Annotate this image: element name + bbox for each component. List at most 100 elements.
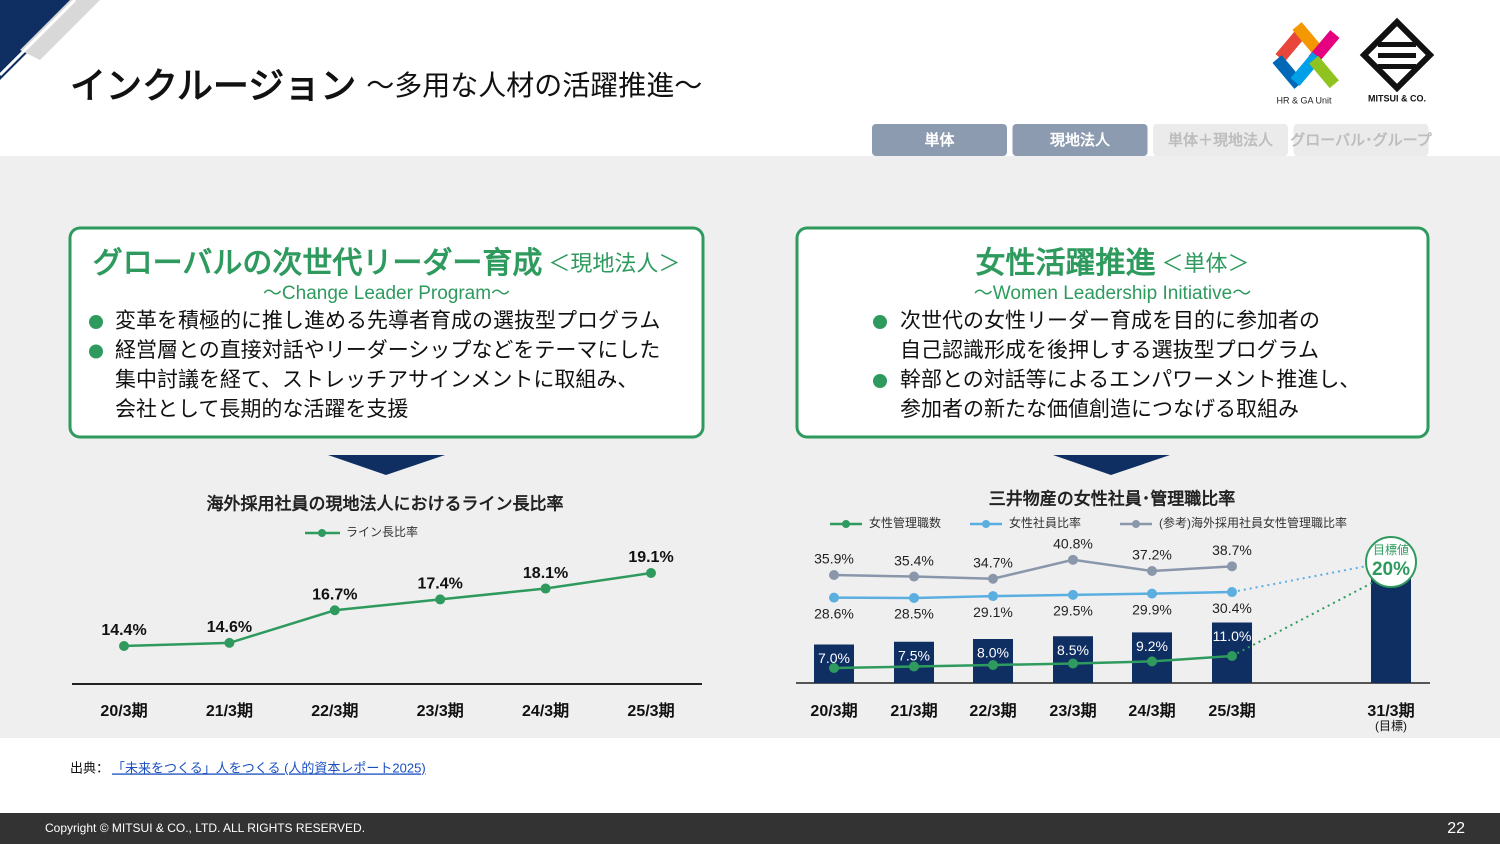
point [909,592,919,603]
line [123,571,652,648]
data-label: 37.2% [1132,547,1172,563]
bullet-text: 会社として長期的な活躍を支援 [115,398,408,421]
point [329,605,340,616]
bullet-dot [89,315,103,329]
bar-label: 11.0% [1213,628,1252,644]
bullet-text: 参加者の新たな価値創造につなげる取組み [900,398,1299,421]
panel [68,226,705,439]
data-label: 35.4% [894,552,934,568]
line [833,654,1233,670]
title-main: インクルージョン [70,65,356,106]
data-label: 35.9% [814,551,854,567]
panel [795,226,1430,439]
target-bubble [1365,536,1417,588]
arrow [1053,455,1170,475]
target-value: 20% [1372,559,1410,580]
page-title: インクルージョン ～多用な人材の活躍推進～ [70,65,702,106]
bullet-text: 集中討議を経て、ストレッチアサインメントに取組み、 [115,369,638,392]
line [833,590,1233,600]
data-label: 40.8% [1053,536,1093,552]
bullet-text: 自己認識形成を後押しする選抜型プログラム [900,339,1319,362]
tab-label: グローバル･グループ [1290,131,1432,149]
point [909,661,919,672]
x-tick-label: 22/3期 [311,701,358,720]
point [1068,658,1078,669]
logo-shape [1309,55,1339,89]
point [646,568,656,578]
data-label: 29.1% [973,604,1013,620]
title-sub: ～多用な人材の活躍推進～ [366,70,702,101]
logo-shape [1292,22,1324,56]
tab-label: 現地法人 [1050,131,1111,149]
bullet-dot [873,374,887,388]
x-tick-label: 21/3期 [890,701,937,720]
x-tick-label: 24/3期 [522,701,569,720]
data-label: 28.6% [814,605,854,621]
data-label: 14.4% [101,622,146,639]
legend-label: 女性社員比率 [1009,515,1081,530]
bar [1371,573,1411,683]
copyright: Copyright © MITSUI & CO., LTD. ALL RIGHT… [45,821,365,835]
arrow [328,455,445,475]
legend-label: ライン長比率 [346,524,418,539]
bar-label: 8.5% [1057,642,1089,658]
corner-stripe [20,0,100,60]
point [829,592,839,603]
legend-dot [1132,520,1140,528]
line [833,558,1233,580]
x-tick-label: 25/3期 [1208,701,1255,720]
bar-label: 8.0% [977,645,1009,661]
point [1147,588,1157,599]
x-tick-label: 23/3期 [417,701,464,720]
point [988,591,998,602]
point [909,571,919,582]
panel-subtitle: ～Women Leadership Initiative～ [974,283,1251,304]
data-label: 14.6% [207,619,252,636]
data-label: 19.1% [628,549,673,566]
legend-label: (参考)海外採用社員女性管理職比率 [1159,515,1347,530]
hr-logo [1272,22,1340,89]
tab-label: 単体 [924,131,955,149]
point [829,570,839,581]
footer-bar [0,813,1500,844]
bullet-text: 変革を積極的に推し進める先導者育成の選抜型プログラム [115,310,660,333]
mitsui-logo [1359,17,1435,93]
bullet-text: 次世代の女性リーダー育成を目的に参加者の [900,310,1320,333]
tab [872,124,1007,156]
bar-label: 7.5% [898,647,930,663]
data-label: 29.9% [1132,601,1172,617]
x-tick-label: 22/3期 [969,701,1016,720]
bullet-text: 経営層との直接対話やリーダーシップなどをテーマにした [115,339,660,362]
data-label: 38.7% [1212,542,1252,558]
panel-title: 女性活躍推進 ＜単体＞ [975,246,1249,280]
point [435,594,446,605]
source-label: 出典： [70,760,109,775]
target-label: 目標値 [1373,542,1409,557]
target-dotted [1231,565,1368,594]
tab [1153,124,1288,156]
bullet-text: 幹部との対話等によるエンパワーメント推進し、 [900,369,1360,392]
source-link[interactable]: 「未来をつくる」人をつくる (人的資本レポート2025) [112,760,426,775]
bar-label: 9.2% [1136,638,1168,654]
x-tick-label: 24/3期 [1128,701,1175,720]
point [224,637,235,648]
legend-label: 女性管理職数 [869,515,941,530]
point [988,573,998,584]
chart-title: 三井物産の女性社員･管理職比率 [989,488,1236,508]
tab-label: 単体＋現地法人 [1168,131,1274,149]
x-tick-label: 25/3期 [627,701,674,720]
target-note: (目標) [1375,719,1407,733]
panel-scope: ＜現地法人＞ [548,251,680,276]
data-label: 34.7% [973,554,1013,570]
legend-dot [982,520,990,528]
page-number: 22 [1447,820,1465,837]
bullet-dot [89,344,103,359]
legend-dot [318,529,326,537]
data-label: 30.4% [1212,600,1252,616]
chart-title: 海外採用社員の現地法人におけるライン長比率 [207,493,564,513]
tab [1012,124,1148,156]
x-tick-label: 20/3期 [100,701,147,720]
panel-title-main: 女性活躍推進 [975,246,1155,280]
point [1227,561,1237,572]
